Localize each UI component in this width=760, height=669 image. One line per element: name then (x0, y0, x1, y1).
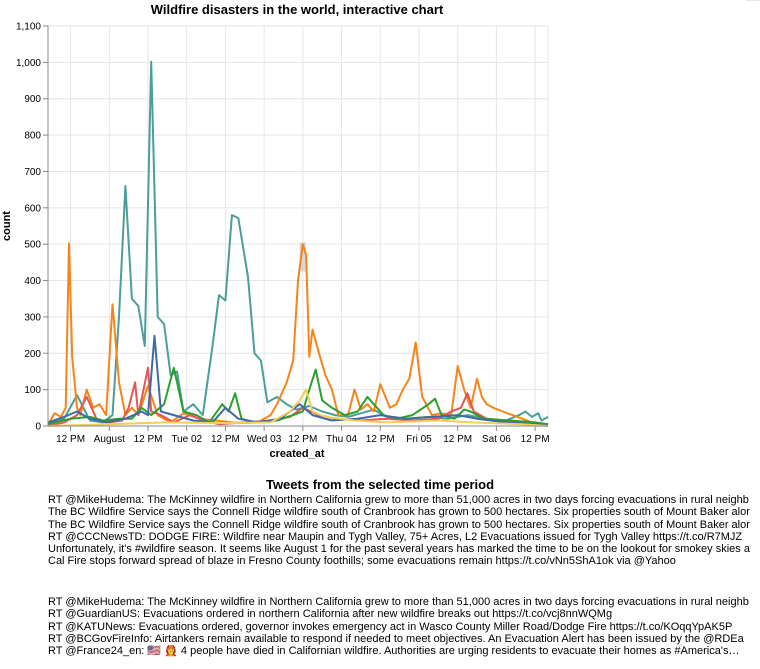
x-tick-label: Fri 05 (406, 434, 432, 445)
corner-divider (746, 0, 760, 1)
x-tick-label: 12 PM (211, 434, 240, 445)
line-chart[interactable]: Wildfire disasters in the world, interac… (0, 0, 760, 470)
x-tick-label: 12 PM (521, 434, 550, 445)
tweet-line: Unfortunately, it's #wildfire season. It… (48, 543, 750, 556)
x-tick-label: August (94, 434, 125, 445)
chart-title: Wildfire disasters in the world, interac… (151, 2, 444, 17)
series-line (47, 334, 549, 426)
y-tick-label: 1,000 (16, 58, 41, 69)
tweet-line: RT @GuardianUS: Evacuations ordered in n… (48, 608, 613, 621)
x-tick-label: Wed 03 (247, 434, 282, 445)
y-tick-label: 800 (24, 131, 41, 142)
tweets-section-title: Tweets from the selected time period (265, 477, 495, 492)
tweet-line: RT @KATUNews: Evacuations ordered, gover… (48, 620, 733, 633)
y-tick-label: 600 (24, 203, 41, 214)
tweet-line: RT @BCGovFireInfo: Airtankers remain ava… (48, 632, 744, 645)
y-tick-label: 500 (24, 240, 41, 251)
selection-layer[interactable] (299, 242, 307, 272)
x-tick-label: Tue 02 (171, 434, 202, 445)
series-line (47, 388, 549, 427)
tweet-list-primary: RT @MikeHudema: The McKinney wildfire in… (48, 494, 760, 568)
y-tick-label: 400 (24, 276, 41, 287)
x-tick-label: Thu 04 (326, 434, 358, 445)
tweet-list-secondary: RT @MikeHudema: The McKinney wildfire in… (48, 596, 760, 657)
y-axis-title: count (1, 211, 13, 241)
y-tick-label: 700 (24, 167, 41, 178)
series-line (47, 60, 549, 426)
y-tick-label: 1,100 (16, 22, 41, 33)
axes: 0 100 200 300 400 500 600 700 800 900 1,000 1,100 12… (16, 22, 550, 446)
tweet-line: The BC Wildfire Service says the Connell… (48, 506, 750, 519)
x-tick-label: Sat 06 (482, 434, 511, 445)
series-layer (47, 60, 549, 427)
tweet-line: RT @MikeHudema: The McKinney wildfire in… (48, 596, 749, 608)
x-tick-label: 12 PM (288, 434, 317, 445)
tweet-line: RT @CCCNewsTD: DODGE FIRE: Wildfire near… (48, 530, 743, 543)
y-tick-label: 200 (24, 349, 41, 360)
x-axis-title: created_at (269, 448, 324, 460)
x-tick-label: 12 PM (134, 434, 163, 445)
tweet-line: RT @MikeHudema: The McKinney wildfire in… (48, 494, 749, 506)
y-tick-label: 300 (24, 312, 41, 323)
y-tick-label: 0 (35, 422, 41, 433)
series-line (47, 242, 549, 426)
y-tick-label: 900 (24, 94, 41, 105)
x-tick-label: 12 PM (56, 434, 85, 445)
x-tick-label: 12 PM (366, 434, 395, 445)
y-tick-label: 100 (24, 385, 41, 396)
x-tick-label: 12 PM (443, 434, 472, 445)
tweet-line: The BC Wildfire Service says the Connell… (48, 518, 750, 531)
tweet-line: RT @France24_en: 🇺🇸 👩‍🚒 4 people have di… (48, 645, 740, 658)
tweet-line: Cal Fire stops forward spread of blaze i… (48, 555, 676, 568)
selection-brush[interactable] (299, 242, 307, 272)
